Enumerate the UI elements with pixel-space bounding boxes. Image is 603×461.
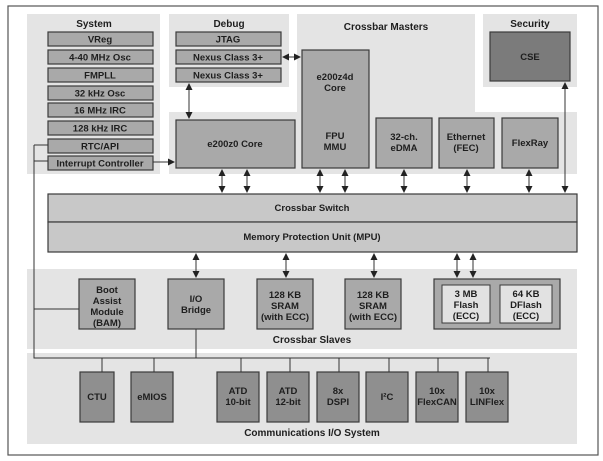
e200z4d-label: e200z4d (317, 72, 354, 83)
fmpll-block (47, 67, 154, 83)
linflex-block (465, 371, 509, 423)
debug-title: Debug (213, 19, 244, 30)
osc32-block (47, 85, 154, 101)
linflex-label-2: LINFlex (470, 397, 505, 408)
system-blocks: VReg 4-40 MHz Osc FMPLL 32 kHz Osc 16 MH… (47, 31, 154, 171)
irc16-block (47, 102, 154, 118)
e200z4d-core-block (301, 49, 370, 169)
fmpll-label: FMPLL (84, 71, 116, 82)
comm-io-title: Communications I/O System (244, 428, 380, 439)
interrupt-controller-label: Interrupt Controller (56, 159, 143, 170)
nexus-label-1: Nexus Class 3+ (193, 53, 263, 64)
e200z0-core-label: e200z0 Core (207, 139, 262, 150)
bam-block (78, 278, 136, 330)
irc128-block (47, 120, 154, 136)
dflash-label-2: DFlash (510, 300, 542, 311)
io-bridge-label-1: I/O (190, 294, 203, 305)
crossbar-switch-block (47, 193, 578, 223)
atd10-label-2: 10-bit (225, 397, 251, 408)
peripheral-bus-wires (33, 144, 490, 372)
irc128-label: 128 kHz IRC (73, 124, 128, 135)
sram-block-2 (344, 278, 402, 330)
e200z4d-core-label: Core (324, 83, 346, 94)
osc-block (47, 49, 154, 65)
jtag-label: JTAG (216, 35, 241, 46)
linflex-label-1: 10x (479, 386, 496, 397)
flexray-block (501, 117, 559, 169)
cse-label: CSE (520, 52, 540, 63)
edma-block (375, 117, 433, 169)
dspi-label-1: 8x (333, 386, 344, 397)
sram1-label-1: 128 KB (269, 290, 301, 301)
sram1-label-3: (with ECC) (261, 312, 309, 323)
atd10-block (216, 371, 260, 423)
atd12-label-2: 12-bit (275, 397, 301, 408)
dflash-label-1: 64 KB (513, 289, 540, 300)
emios-label: eMIOS (137, 392, 167, 403)
osc-label: 4-40 MHz Osc (69, 53, 131, 64)
nexus-label-2: Nexus Class 3+ (193, 71, 263, 82)
cse-block (489, 31, 571, 82)
atd12-label-1: ATD (279, 386, 298, 397)
vreg-label: VReg (88, 35, 112, 46)
rtc-label: RTC/API (81, 142, 119, 153)
edma-label-1: 32-ch. (390, 132, 417, 143)
sram2-label-3: (with ECC) (349, 312, 397, 323)
bam-label-4: (BAM) (93, 318, 121, 329)
flash-label-3: (ECC) (453, 311, 479, 322)
crossbar-switch-label: Crossbar Switch (275, 203, 350, 214)
ethernet-label-1: Ethernet (447, 132, 486, 143)
dspi-block (316, 371, 360, 423)
i2c-block (365, 371, 409, 423)
io-bridge-label-2: Bridge (181, 305, 211, 316)
security-title: Security (510, 19, 550, 30)
flexcan-block (415, 371, 459, 423)
jtag-block (175, 31, 282, 47)
crossbar-slaves-title: Crossbar Slaves (273, 335, 352, 346)
irc16-label: 16 MHz IRC (74, 106, 126, 117)
dflash-block (499, 284, 553, 324)
bam-label-2: Assist (93, 296, 122, 307)
ethernet-block (438, 117, 495, 169)
dspi-label-2: DSPI (327, 397, 349, 408)
e200z0-core-block (175, 119, 296, 169)
io-bridge-block (167, 278, 225, 330)
sram-block-1 (256, 278, 314, 330)
osc32-label: 32 kHz Osc (75, 89, 126, 100)
flexray-label: FlexRay (512, 138, 549, 149)
flash-label-2: Flash (454, 300, 479, 311)
mmu-label: MMU (324, 142, 347, 153)
vreg-block (47, 31, 154, 47)
bam-label-3: Module (90, 307, 123, 318)
flexcan-label-1: 10x (429, 386, 446, 397)
atd10-label-1: ATD (229, 386, 248, 397)
flexcan-label-2: FlexCAN (417, 397, 457, 408)
crossbar-masters-title: Crossbar Masters (344, 22, 429, 33)
bam-label-1: Boot (96, 285, 118, 296)
fpu-label: FPU (326, 131, 345, 142)
mpu-block (47, 221, 578, 253)
nexus-block-2 (175, 67, 282, 83)
sram2-label-1: 128 KB (357, 290, 389, 301)
edma-label-2: eDMA (391, 143, 418, 154)
emios-block (130, 371, 174, 423)
sram1-label-2: SRAM (271, 301, 299, 312)
i2c-label: I²C (381, 392, 394, 403)
mpu-label: Memory Protection Unit (MPU) (243, 232, 380, 243)
flash-block (441, 284, 491, 324)
atd12-block (266, 371, 310, 423)
dflash-label-3: (ECC) (513, 311, 539, 322)
rtc-block (47, 138, 154, 154)
ctu-label: CTU (87, 392, 107, 403)
bus-arrows (153, 53, 569, 278)
sram2-label-2: SRAM (359, 301, 387, 312)
flash-label-1: 3 MB (455, 289, 478, 300)
system-title: System (76, 19, 112, 30)
nexus-block-1 (175, 49, 282, 65)
ethernet-label-2: (FEC) (453, 143, 478, 154)
interrupt-controller-block (47, 155, 154, 171)
ctu-block (79, 371, 115, 423)
